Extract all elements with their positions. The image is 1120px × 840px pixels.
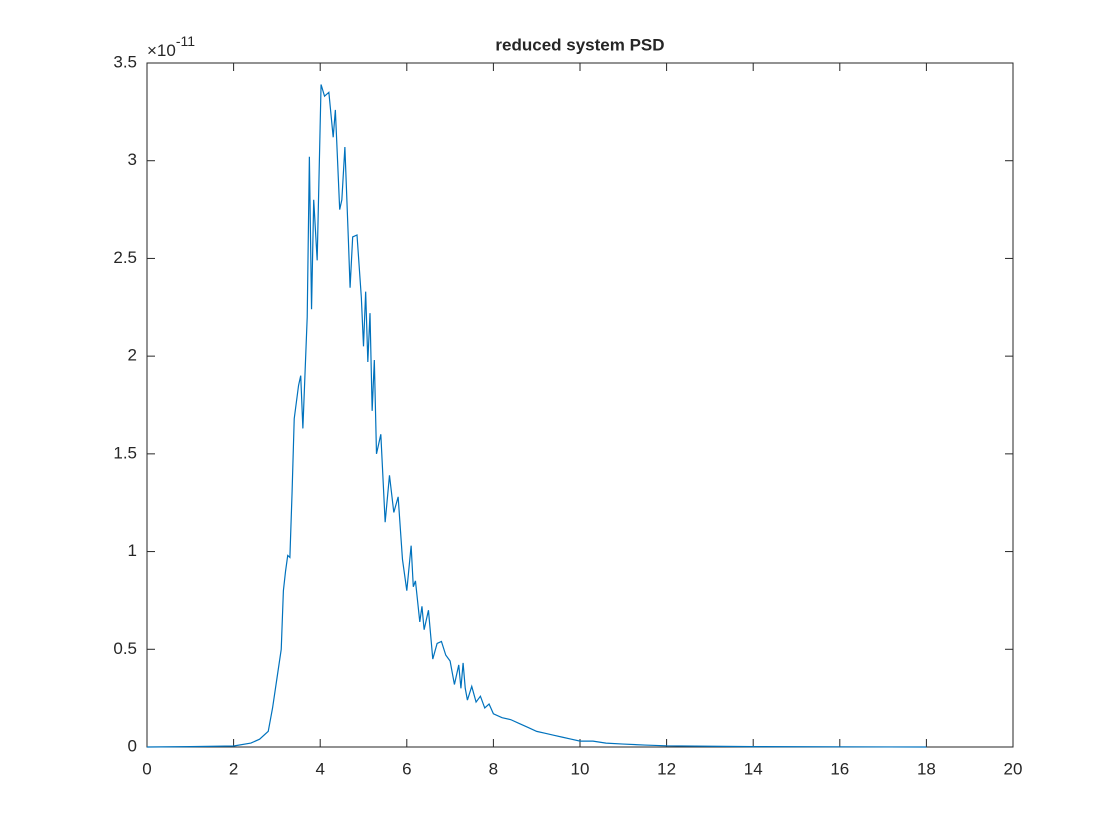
x-tick-label: 0: [142, 759, 151, 778]
x-tick-label: 6: [402, 759, 411, 778]
x-tick-label: 4: [315, 759, 324, 778]
y-tick-label: 3: [128, 150, 137, 169]
x-tick-label: 14: [744, 759, 763, 778]
x-tick-label: 18: [917, 759, 936, 778]
y-tick-label: 2.5: [113, 248, 137, 267]
x-tick-label: 12: [657, 759, 676, 778]
data-line: [146, 84, 927, 748]
x-tick-label: 10: [571, 759, 590, 778]
y-tick-label: 0.5: [113, 639, 137, 658]
y-multiplier: ×10-11: [147, 33, 195, 61]
y-tick-label: 2: [128, 346, 137, 365]
y-tick-label: 3.5: [113, 52, 137, 71]
x-tick-label: 2: [229, 759, 238, 778]
y-tick-label: 1: [128, 541, 137, 560]
y-tick-label: 0: [128, 736, 137, 755]
y-multiplier-exponent: -11: [176, 33, 195, 49]
chart-title: reduced system PSD: [495, 35, 664, 54]
axes-box: [146, 62, 1014, 748]
y-tick-label: 1.5: [113, 443, 137, 462]
x-tick-label: 20: [1004, 759, 1023, 778]
x-tick-label: 16: [830, 759, 849, 778]
x-tick-label: 8: [489, 759, 498, 778]
y-multiplier-base: ×10: [147, 41, 176, 60]
